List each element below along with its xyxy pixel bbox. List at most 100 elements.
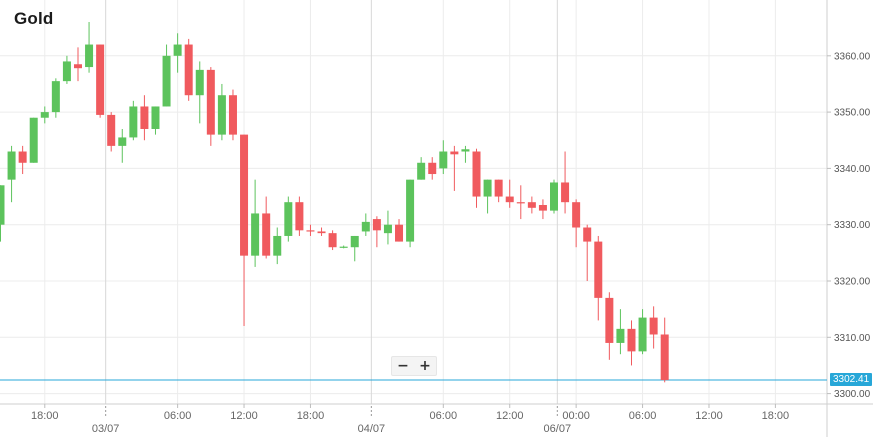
candle [96, 44, 105, 118]
candle [505, 179, 514, 208]
candle-body [262, 213, 271, 256]
candle-body [450, 151, 459, 155]
candle [649, 306, 658, 349]
candle-body [550, 182, 558, 211]
candle [73, 47, 82, 82]
x-tick-label: 12:00 [496, 410, 524, 422]
candle-body [51, 81, 60, 113]
zoom-out-button[interactable]: − [397, 358, 409, 374]
candle [107, 112, 116, 152]
candle-body [660, 334, 669, 381]
candle [627, 320, 636, 366]
candle [472, 148, 481, 208]
candle [140, 95, 149, 141]
candle-body [627, 328, 636, 352]
candle-body [96, 44, 105, 115]
candle-body [328, 233, 337, 248]
candle-body [85, 44, 94, 68]
candle-body [140, 106, 149, 129]
date-label: 04/07 [358, 423, 386, 435]
candle [372, 216, 381, 248]
candle [395, 219, 404, 242]
candle-body [228, 95, 237, 135]
candle-body [129, 106, 138, 138]
candle-body [561, 182, 570, 203]
current-price-label: 3302.41 [830, 373, 873, 386]
candle [494, 179, 503, 203]
y-tick-label: 3310.00 [834, 333, 871, 344]
candle [616, 309, 625, 355]
candle-body [251, 213, 260, 256]
candle [361, 213, 370, 236]
candle [594, 235, 603, 321]
candle [0, 185, 5, 242]
y-tick-label: 3320.00 [834, 277, 871, 288]
candle-body [29, 117, 38, 163]
candle-body [649, 317, 658, 335]
candle-body [295, 202, 304, 231]
zoom-in-button[interactable]: + [419, 358, 431, 374]
candle-body [7, 151, 16, 180]
x-tick-label: 00:00 [562, 410, 590, 422]
candle-body [439, 151, 448, 169]
candle [129, 100, 138, 141]
candle [51, 78, 60, 118]
candle [228, 89, 237, 141]
candle [572, 199, 581, 248]
x-tick-label: 12:00 [695, 410, 723, 422]
candle [62, 55, 71, 84]
candle [206, 67, 215, 146]
candle [118, 128, 127, 163]
y-tick-label: 3350.00 [834, 108, 871, 119]
candle [516, 185, 525, 220]
x-tick-label: 12:00 [230, 410, 258, 422]
candle-body [605, 297, 614, 343]
candle [406, 179, 415, 248]
candle-body [417, 162, 426, 180]
candle-body [195, 69, 204, 96]
candle-body [472, 151, 481, 197]
candle-body [107, 114, 116, 146]
candle-body [516, 202, 525, 204]
candle-body [527, 202, 536, 208]
candle [18, 145, 27, 175]
candle [195, 61, 204, 124]
candle-body [572, 202, 581, 228]
candle [184, 38, 193, 101]
x-tick-label: 06:00 [430, 410, 458, 422]
candle [383, 210, 392, 245]
candle-body [162, 55, 171, 107]
candle [284, 196, 293, 242]
candle [660, 317, 669, 383]
candle-body [583, 227, 592, 242]
x-tick-label: 18:00 [297, 410, 325, 422]
candle-body [40, 112, 49, 118]
y-tick-label: 3340.00 [834, 164, 871, 175]
x-tick-label: 18:00 [31, 410, 59, 422]
candle-body [616, 328, 625, 343]
candle [173, 33, 182, 73]
candle [306, 224, 315, 236]
candle [295, 196, 304, 236]
candle-body [62, 61, 71, 82]
y-tick-labels: 3300.00 3310.00 3320.00 3330.00 3340.00 3350.… [827, 51, 871, 400]
x-tick-label: 06:00 [164, 410, 192, 422]
candle-body [18, 151, 27, 163]
y-tick-label: 3360.00 [834, 51, 871, 62]
candle [162, 44, 171, 107]
candle-body [173, 44, 182, 56]
candle [439, 140, 448, 175]
candle [151, 106, 160, 135]
candle-body [428, 162, 437, 175]
candle-body [505, 196, 514, 203]
candle [417, 157, 426, 180]
candle [240, 134, 249, 327]
candle [29, 117, 38, 163]
candle-body [317, 231, 326, 234]
candle [428, 157, 437, 180]
candle [450, 145, 459, 191]
candle [7, 145, 16, 203]
candle [339, 245, 348, 249]
candle-body [73, 64, 82, 69]
